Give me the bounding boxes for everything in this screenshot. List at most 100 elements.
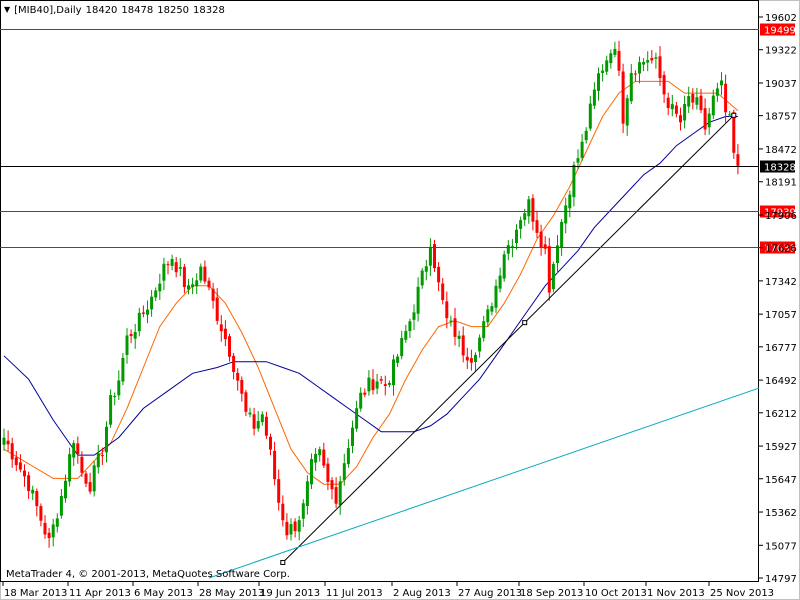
candle-body xyxy=(699,95,703,111)
candle xyxy=(203,260,207,284)
candle-body xyxy=(14,457,18,466)
candle xyxy=(6,430,10,452)
candle xyxy=(264,411,268,439)
candle xyxy=(178,258,182,277)
candle-body xyxy=(564,205,568,224)
candle-body xyxy=(191,284,195,288)
candle xyxy=(629,63,633,105)
candle xyxy=(92,460,96,497)
x-tick-label: 1 Nov 2013 xyxy=(647,588,705,599)
x-tick-label: 27 Aug 2013 xyxy=(458,588,522,599)
candle-body xyxy=(547,246,551,293)
y-tick-label: 15927 xyxy=(765,442,797,453)
candle-body xyxy=(445,301,449,319)
candle-body xyxy=(203,266,207,282)
candle-body xyxy=(125,335,129,355)
candle xyxy=(654,52,658,69)
candle xyxy=(674,101,678,118)
candle-body xyxy=(55,518,59,527)
candle xyxy=(547,237,551,301)
candle xyxy=(428,238,432,276)
candle xyxy=(396,354,400,368)
candle-body xyxy=(162,263,166,281)
candle xyxy=(301,499,305,528)
candle-body xyxy=(277,479,281,503)
x-tick-label: 11 Apr 2013 xyxy=(69,588,131,599)
candle xyxy=(182,264,186,294)
candle xyxy=(420,268,424,289)
x-tick-label: 6 May 2013 xyxy=(134,588,193,599)
candle-body xyxy=(519,220,523,229)
candle xyxy=(64,474,67,503)
candle xyxy=(375,373,379,395)
candle-body xyxy=(416,286,420,314)
candle xyxy=(338,475,342,515)
collapse-triangle-icon[interactable]: ▼ xyxy=(4,5,11,14)
trendline-anchor xyxy=(280,559,286,565)
black-trendline xyxy=(282,114,735,563)
candle xyxy=(732,109,736,159)
candle-body xyxy=(240,379,244,394)
candle xyxy=(531,194,535,231)
candle-body xyxy=(687,96,691,107)
candle xyxy=(334,477,338,508)
candle-body xyxy=(182,266,186,288)
candle-body xyxy=(195,280,199,287)
candle-body xyxy=(88,482,92,492)
ma-fast-line xyxy=(3,80,739,485)
candle-body xyxy=(515,229,518,244)
candle xyxy=(342,453,346,486)
candle xyxy=(146,300,149,324)
candle xyxy=(23,464,26,487)
candle-body xyxy=(691,93,695,103)
y-tick-label: 19037 xyxy=(765,79,797,90)
candle xyxy=(720,72,723,96)
level-label-17631: 17631 xyxy=(764,244,796,255)
candle-body xyxy=(133,332,137,339)
candle-body xyxy=(228,336,231,357)
candle xyxy=(166,261,170,275)
candle-body xyxy=(35,491,39,507)
candle-body xyxy=(154,290,158,298)
candle xyxy=(543,236,547,255)
y-tick-label: 18191 xyxy=(765,178,797,189)
candle-body xyxy=(375,381,379,389)
candle xyxy=(359,387,363,412)
y-tick-label: 15362 xyxy=(765,508,797,519)
candle-body xyxy=(150,296,154,310)
trendline-anchor xyxy=(522,320,528,326)
candle xyxy=(240,376,244,402)
candle xyxy=(404,324,408,343)
candle xyxy=(424,259,428,281)
candle-body xyxy=(584,130,588,141)
y-tick-label: 19322 xyxy=(765,46,797,57)
candle xyxy=(125,328,129,364)
candle-body xyxy=(137,312,141,332)
candle-body xyxy=(338,481,342,506)
level-tag-17939 xyxy=(760,205,795,218)
candle xyxy=(494,279,498,313)
candle-body xyxy=(219,324,223,332)
candle xyxy=(187,279,190,295)
x-tick-label: 18 Sep 2013 xyxy=(520,588,583,599)
candle-body xyxy=(650,58,654,61)
candle-body xyxy=(465,356,469,361)
candle-body xyxy=(633,73,637,75)
candle xyxy=(322,442,326,469)
candle-body xyxy=(158,283,162,292)
candle-body xyxy=(580,141,584,158)
candle-body xyxy=(506,245,510,254)
candle xyxy=(43,515,47,539)
candle-body xyxy=(178,267,182,269)
candle-body xyxy=(51,524,55,538)
candle xyxy=(412,304,416,330)
candle-body xyxy=(236,372,240,381)
candle-body xyxy=(215,297,219,321)
candle xyxy=(199,263,203,283)
candle-body xyxy=(441,283,445,301)
candle xyxy=(728,110,732,117)
candle-body xyxy=(105,426,108,453)
candle-body xyxy=(539,231,543,248)
